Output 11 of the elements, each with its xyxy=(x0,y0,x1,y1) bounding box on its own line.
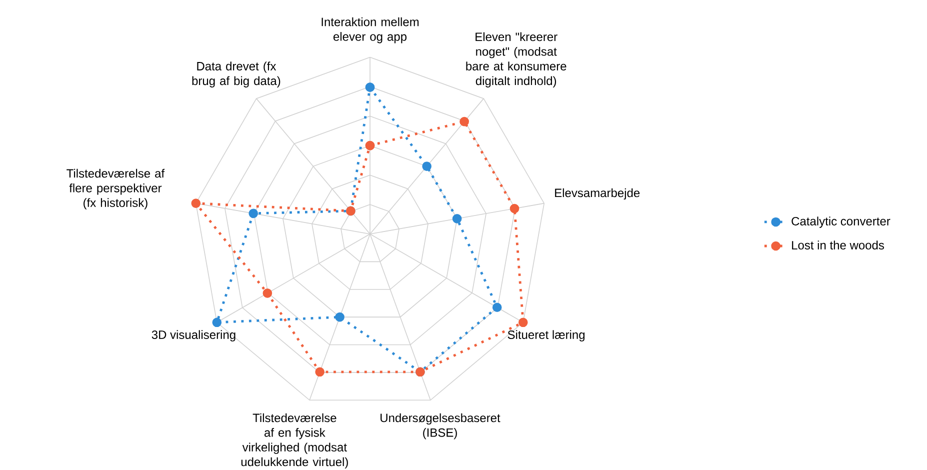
legend-label: Catalytic converter xyxy=(792,216,890,228)
spoke-label: Elevsamarbejde xyxy=(555,188,640,200)
spoke-label: 3D visualisering xyxy=(152,330,236,342)
spoke-label: Eleven "kreerer noget" (modsat bare at konsumere digitalt indhold) xyxy=(466,32,566,88)
spoke-label: Data drevet (fx brug af big data) xyxy=(192,62,280,88)
spoke-label: Undersøgelsesbaseret (IBSE) xyxy=(380,413,500,440)
spoke-label: Situeret læring xyxy=(508,330,584,342)
spoke-label: Interaktion mellem elever og app xyxy=(322,17,419,44)
legend-label: Lost in the woods xyxy=(792,240,884,250)
spoke-label: Tilstedeværelse af flere perspektiver (fx historisk) xyxy=(66,168,165,210)
spoke-label: Tilstedeværelse af en fysisk virkelighed (modsat udelukkende virtuel) xyxy=(241,413,348,469)
